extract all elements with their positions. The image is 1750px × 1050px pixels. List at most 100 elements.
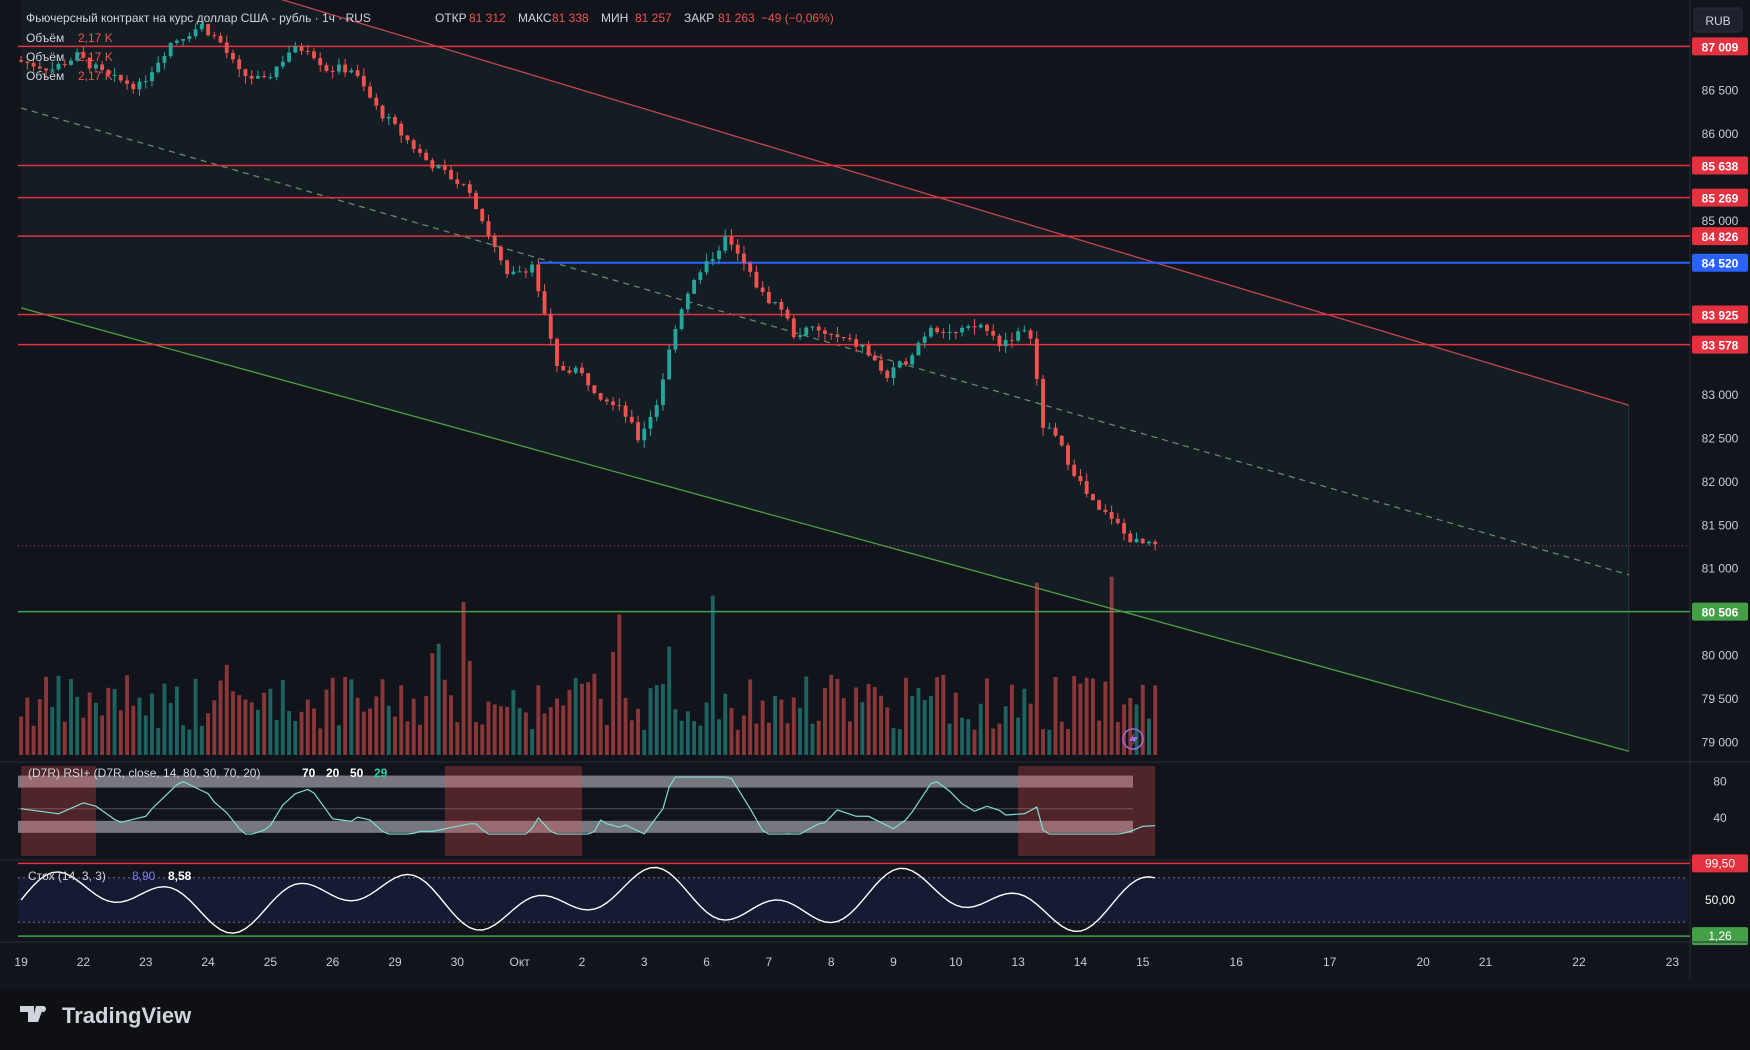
volume-bar xyxy=(436,643,441,755)
volume-bar xyxy=(31,725,36,755)
volume-bar xyxy=(742,715,746,755)
candle-body xyxy=(100,64,105,70)
volume-bar xyxy=(467,660,472,755)
candle-body xyxy=(206,24,210,36)
volume-bar xyxy=(685,711,690,755)
candle-body xyxy=(461,183,466,185)
price-levels: 87 009 85 638 85 269 84 826 84 520 83 925 83 5… xyxy=(18,37,1748,621)
candle-body xyxy=(604,399,609,402)
candle-body xyxy=(374,97,379,106)
candle-body xyxy=(287,52,291,62)
volume-bar xyxy=(798,707,802,755)
volume-bar xyxy=(860,702,865,755)
time-tick-label: 22 xyxy=(77,955,91,969)
currency-button-label: RUB xyxy=(1705,14,1730,28)
volume-bar xyxy=(735,729,740,755)
candle-body xyxy=(137,81,142,90)
volume-bar xyxy=(243,699,248,755)
candle-body xyxy=(44,68,48,71)
volume-bar xyxy=(112,688,117,755)
currency-button[interactable] xyxy=(1693,7,1743,33)
volume-bar xyxy=(729,708,734,755)
volume-bar xyxy=(193,678,198,755)
volume-bar xyxy=(156,727,161,755)
price-tick-label: 85 000 xyxy=(1702,214,1739,228)
volume-bar xyxy=(530,729,535,755)
candle-body xyxy=(530,264,535,273)
candle-body xyxy=(411,140,416,149)
candle-body xyxy=(972,326,977,328)
candle-body xyxy=(879,360,883,371)
volume-bar xyxy=(698,725,703,755)
candle-body xyxy=(729,236,734,245)
candle-body xyxy=(449,169,454,180)
tradingview-icon xyxy=(20,1006,44,1022)
volume-bar xyxy=(997,723,1002,755)
volume-bar xyxy=(355,697,360,755)
rsi-value: 29 xyxy=(374,766,388,780)
volume-bar xyxy=(692,721,697,755)
stoch-label: Стох (14, 3, 3) xyxy=(28,869,106,883)
channel-lower-line xyxy=(20,307,1629,752)
volume-bar xyxy=(442,679,447,755)
candle-body xyxy=(62,63,67,65)
candle-body xyxy=(474,192,478,209)
price-change: −49 (−0,06%) xyxy=(761,11,834,25)
candle-body xyxy=(648,416,653,429)
candle-body xyxy=(1109,511,1114,519)
candle-body xyxy=(112,74,117,76)
stoch-axis-label: 1,26 xyxy=(1708,929,1732,943)
candle-body xyxy=(181,39,186,41)
volume-bar xyxy=(137,697,142,755)
stoch-d-value: 8,58 xyxy=(168,869,192,883)
candle-body xyxy=(573,367,578,373)
volume-bar xyxy=(1122,704,1126,755)
candle-body xyxy=(1147,541,1151,544)
time-tick-label: 20 xyxy=(1416,955,1430,969)
stoch-axis-label: 99,50 xyxy=(1705,856,1735,870)
candle-body xyxy=(237,59,242,70)
candle-body xyxy=(841,337,846,339)
volume-bar xyxy=(773,695,778,755)
volume-bar xyxy=(555,698,559,755)
lightning-glyph xyxy=(1129,732,1138,747)
volume-bar xyxy=(368,708,373,755)
volume-bar xyxy=(561,705,566,755)
volume-bar xyxy=(206,713,210,755)
candle-body xyxy=(854,339,859,347)
candle-body xyxy=(305,50,310,52)
volume-bar xyxy=(1016,717,1021,755)
candle-body xyxy=(1053,427,1058,436)
ohlc-value: 81 263 xyxy=(718,11,755,25)
volume-bar xyxy=(922,700,927,755)
candle-body xyxy=(960,327,964,333)
volume-bar xyxy=(642,729,647,755)
volume-bar xyxy=(636,708,640,755)
ohlc-label: МИН xyxy=(601,11,628,25)
candle-body xyxy=(187,36,192,40)
candle-body xyxy=(885,370,890,379)
candle-body xyxy=(174,40,179,43)
candle-body xyxy=(785,309,790,319)
volume-bar xyxy=(386,705,391,755)
volume-bar xyxy=(417,724,422,755)
level-price-label: 83 925 xyxy=(1702,308,1739,322)
candle-body xyxy=(717,250,721,260)
volume-bar xyxy=(661,684,665,755)
volume-bar xyxy=(56,675,61,755)
volume-label: Объём xyxy=(26,50,64,64)
time-tick-label: 23 xyxy=(1666,955,1680,969)
volume-bar xyxy=(879,695,883,755)
candle-body xyxy=(692,280,697,294)
volume-bar xyxy=(324,689,329,755)
volume-bar xyxy=(336,725,341,755)
candle-body xyxy=(754,271,759,288)
volume-bar xyxy=(604,724,609,755)
candle-body xyxy=(679,309,684,330)
candle-body xyxy=(523,271,528,273)
alert-lightning-icon[interactable] xyxy=(1122,728,1144,750)
volume-bar xyxy=(598,698,603,755)
volume-bar xyxy=(941,674,946,755)
